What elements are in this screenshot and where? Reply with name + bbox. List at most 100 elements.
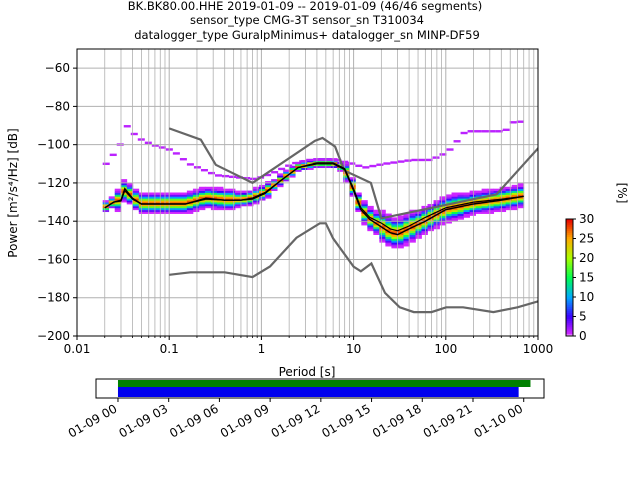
heatmap-cell [403, 221, 410, 224]
timeline-tick-label: 01-09 15 [319, 401, 373, 440]
heatmap-cell [499, 202, 507, 205]
heatmap-cell [415, 236, 422, 239]
heatmap-cell [138, 207, 146, 211]
heatmap-cell [361, 203, 368, 207]
psd-x-axis-label: Period [s] [279, 365, 336, 379]
colorbar-swatch [566, 258, 573, 261]
heatmap-cell [277, 175, 284, 178]
heatmap-cell [180, 207, 188, 211]
colorbar-swatch [566, 297, 573, 300]
heatmap-cell [222, 192, 230, 195]
heatmap-cell [493, 188, 501, 191]
heatmap-cell [355, 198, 362, 201]
heatmap-cell [445, 198, 452, 201]
heatmap-cell [467, 130, 475, 133]
heatmap-cell [241, 202, 248, 205]
heatmap-cell [348, 162, 356, 165]
colorbar-swatch [566, 248, 573, 251]
heatmap-cell [481, 192, 489, 195]
heatmap-cell [114, 190, 122, 193]
psd-plot-frame [76, 48, 539, 337]
heatmap-cell [186, 194, 194, 197]
heatmap-cell [367, 209, 374, 213]
heatmap-cell [289, 169, 296, 172]
heatmap-cell [144, 209, 152, 213]
heatmap-cell [102, 200, 110, 203]
heatmap-cell [427, 223, 434, 226]
heatmap-cell [511, 192, 519, 195]
heatmap-cell [432, 156, 440, 159]
heatmap-cell [487, 205, 495, 209]
heatmap-cell [445, 194, 452, 197]
heatmap-cell [301, 161, 308, 165]
heatmap-cell [427, 203, 434, 207]
heatmap-cell [132, 196, 140, 199]
colorbar-swatch [566, 265, 573, 269]
heatmap-cell [126, 190, 134, 193]
heatmap-cell [259, 198, 266, 201]
heatmap-cell [241, 192, 248, 195]
heatmap-cell [292, 161, 300, 165]
heatmap-cell [409, 236, 416, 239]
heatmap-cell [415, 213, 422, 216]
heatmap-cell [385, 228, 392, 232]
heatmap-cell [451, 198, 458, 201]
heatmap-cell [457, 207, 464, 211]
heatmap-cell [102, 202, 110, 205]
heatmap-cell [469, 192, 476, 195]
heatmap-cell [204, 190, 212, 193]
heatmap-cell [397, 223, 404, 226]
heatmap-cell [487, 203, 495, 207]
colorbar-swatch [566, 269, 573, 273]
heatmap-cell [499, 209, 507, 213]
heatmap-cell [475, 205, 483, 209]
heatmap-cell [150, 203, 158, 207]
heatmap-cell [229, 207, 236, 211]
heatmap-cell [264, 173, 272, 177]
heatmap-cell [460, 131, 468, 135]
heatmap-cell [391, 246, 398, 249]
colorbar-tick-label: 30 [579, 212, 594, 226]
heatmap-cell [445, 213, 452, 216]
heatmap-cell [229, 196, 236, 199]
heatmap-cell [385, 223, 392, 226]
heatmap-cell [325, 165, 332, 169]
colorbar-tick-label: 10 [579, 290, 594, 304]
heatmap-cell [180, 205, 188, 209]
heatmap-cell [114, 198, 122, 201]
y-tick-label: −100 [37, 138, 70, 152]
timeline-tick-label: 01-09 09 [218, 401, 272, 440]
heatmap-cell [186, 196, 194, 199]
heatmap-cell [445, 215, 452, 218]
heatmap-cell [361, 207, 368, 211]
heatmap-cell [210, 205, 218, 209]
heatmap-cell [192, 205, 200, 209]
heatmap-cell [505, 186, 513, 190]
heatmap-cell [259, 184, 266, 188]
heatmap-cell [253, 188, 260, 191]
heatmap-cell [481, 198, 489, 201]
heatmap-cell [421, 215, 428, 218]
heatmap-cell [511, 200, 519, 203]
heatmap-cell [216, 186, 224, 190]
heatmap-cell [457, 215, 464, 218]
heatmap-cell [229, 200, 236, 203]
heatmap-cell [216, 192, 224, 195]
heatmap-cell [235, 190, 242, 193]
heatmap-cell [150, 198, 158, 201]
heatmap-cell [343, 167, 350, 170]
heatmap-cell [198, 192, 206, 195]
colorbar-swatch [566, 304, 573, 308]
heatmap-cell [361, 221, 368, 224]
heatmap-cell [499, 190, 507, 193]
heatmap-cell [511, 184, 519, 188]
heatmap-cell [367, 223, 374, 226]
colorbar-swatch [566, 318, 573, 321]
heatmap-cell [222, 198, 230, 201]
heatmap-cell [451, 213, 458, 216]
heatmap-cell [259, 188, 266, 191]
colorbar-swatch [566, 300, 573, 304]
heatmap-cell [192, 207, 200, 211]
y-tick-label: −180 [37, 291, 70, 305]
